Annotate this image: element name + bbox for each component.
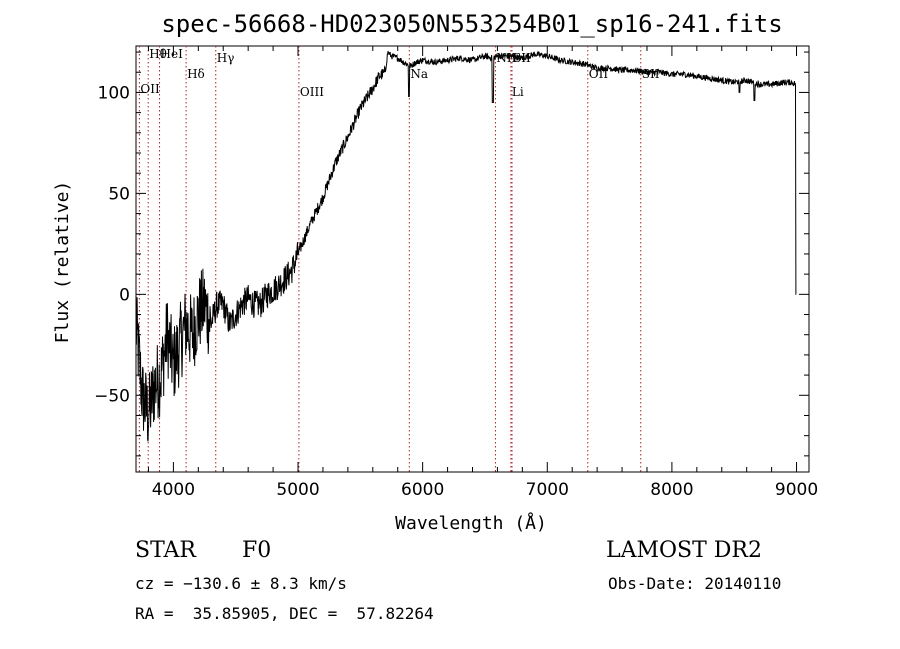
x-tick-label: 4000 bbox=[152, 480, 195, 500]
spectral-line-label: OII bbox=[140, 82, 160, 96]
x-tick-label: 6000 bbox=[401, 480, 444, 500]
x-tick-label: 8000 bbox=[650, 480, 693, 500]
spectral-line-label: OIII bbox=[300, 85, 324, 99]
spectral-line-label: Hθ bbox=[149, 47, 167, 61]
y-tick-label: −50 bbox=[94, 386, 130, 406]
object-subclass: F0 bbox=[242, 538, 272, 563]
x-tick-label: 7000 bbox=[526, 480, 569, 500]
x-tick-label: 9000 bbox=[775, 480, 818, 500]
chart-title: spec-56668-HD023050N553254B01_sp16-241.f… bbox=[161, 10, 782, 38]
x-axis-label: Wavelength (Å) bbox=[395, 512, 547, 534]
coordinates: RA = 35.85905, DEC = 57.82264 bbox=[135, 604, 434, 623]
plot-frame bbox=[135, 45, 810, 473]
y-axis-label: Flux (relative) bbox=[52, 181, 73, 344]
redshift-cz: cz = −130.6 ± 8.3 km/s bbox=[135, 574, 347, 593]
y-tick-label: 0 bbox=[119, 285, 130, 305]
spectral-line-label: SII bbox=[642, 67, 660, 81]
spectral-line-label: Hγ bbox=[217, 51, 235, 65]
y-tick-label: 50 bbox=[108, 184, 130, 204]
observation-date: Obs-Date: 20140110 bbox=[608, 574, 782, 593]
spectral-line-label: Li bbox=[512, 85, 524, 99]
spectral-line-label: HeI bbox=[161, 47, 184, 61]
spectral-line-label: Hδ bbox=[187, 67, 205, 81]
spectral-line-label: Na bbox=[410, 67, 428, 81]
x-tick-label: 5000 bbox=[276, 480, 319, 500]
survey-name: LAMOST DR2 bbox=[606, 538, 762, 563]
spectrum-line bbox=[135, 50, 797, 442]
y-tick-label: 100 bbox=[98, 83, 130, 103]
object-class: STAR bbox=[135, 538, 196, 563]
